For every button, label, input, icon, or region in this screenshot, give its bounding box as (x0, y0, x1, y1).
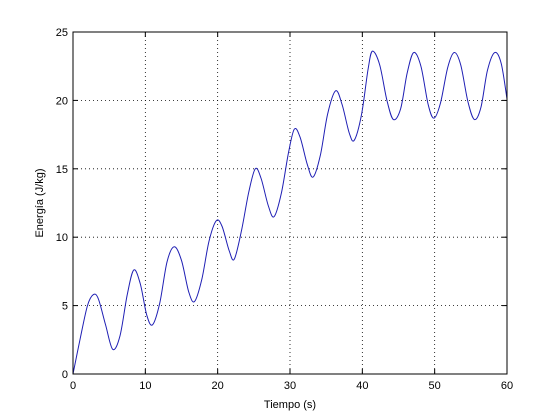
x-axis-label: Tiempo (s) (264, 399, 316, 411)
y-tick-label: 15 (56, 164, 68, 176)
x-tick-label: 40 (356, 380, 368, 392)
grid-lines (73, 32, 507, 374)
x-tick-label: 60 (501, 380, 513, 392)
x-tick-label: 0 (70, 380, 76, 392)
axis-ticks: 0 10 20 30 40 50 60 0 5 10 15 20 25 (56, 27, 513, 392)
y-tick-label: 0 (62, 369, 68, 381)
y-tick-label: 10 (56, 232, 68, 244)
x-tick-label: 20 (212, 380, 224, 392)
x-tick-label: 10 (139, 380, 151, 392)
x-tick-label: 50 (429, 380, 441, 392)
y-tick-label: 20 (56, 95, 68, 107)
energy-series-line (72, 50, 508, 375)
series-layer (72, 50, 508, 375)
x-tick-label: 30 (284, 380, 296, 392)
y-tick-label: 25 (56, 27, 68, 39)
y-tick-label: 5 (62, 301, 68, 313)
y-axis-label: Energía (J/kg) (34, 168, 46, 237)
